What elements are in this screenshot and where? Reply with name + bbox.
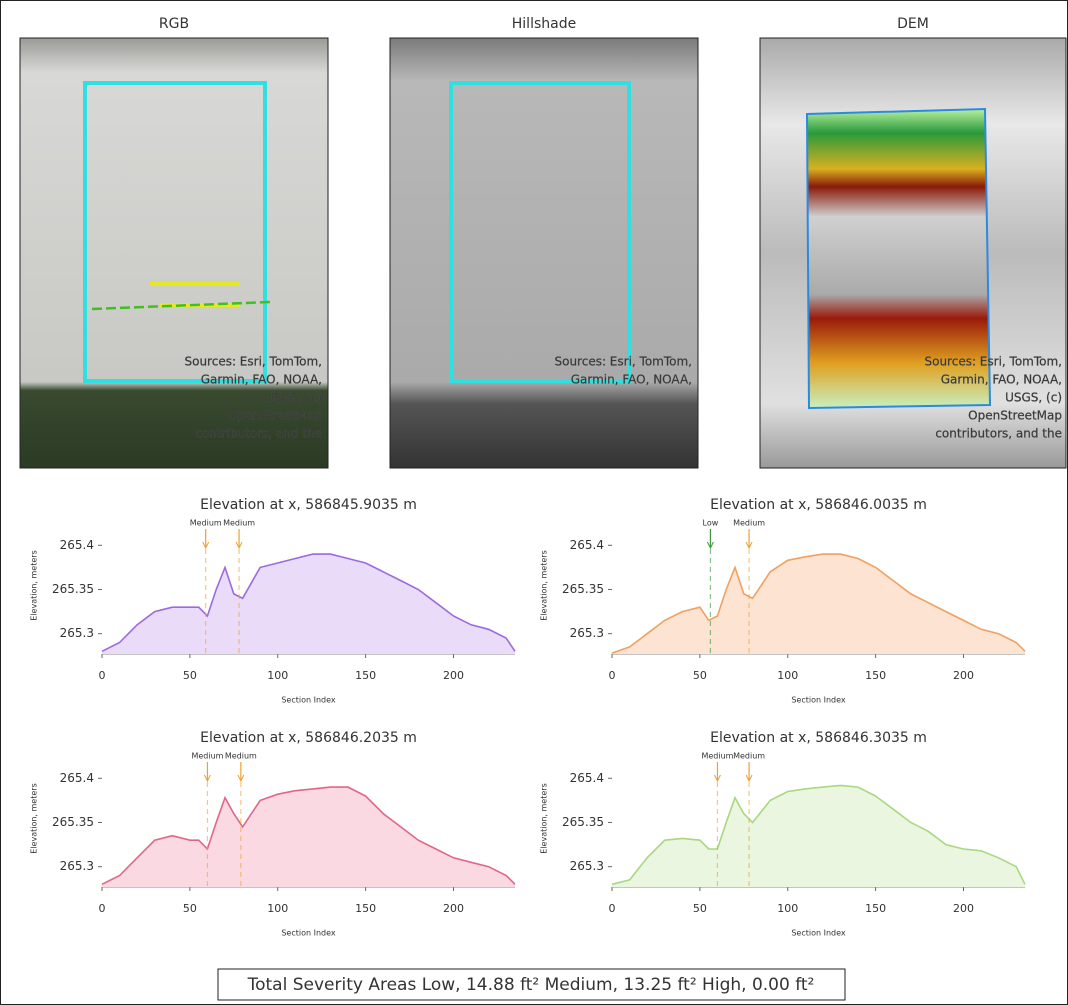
y-tick-label: 265.35 [562, 815, 604, 829]
x-tick-label: 50 [183, 902, 197, 915]
y-tick-label: 265.35 [52, 582, 94, 596]
x-tick-label: 150 [355, 669, 376, 682]
panel-title: RGB [159, 16, 189, 32]
y-tick-label: 265.3 [570, 859, 604, 873]
attribution: Garmin, FAO, NOAA, [201, 373, 322, 387]
y-tick-label: 265.4 [60, 538, 94, 552]
hillshade-image [389, 37, 699, 469]
marker-arrowhead [706, 541, 714, 550]
rgb-image [19, 37, 329, 469]
marker-arrowhead [203, 774, 211, 783]
x-tick-label: 50 [693, 669, 707, 682]
x-axis-label: Section Index [791, 929, 846, 938]
attribution: OpenStreetMap [228, 409, 322, 423]
y-tick-label: 265.3 [570, 626, 604, 640]
attribution: Garmin, FAO, NOAA, [941, 373, 1062, 387]
y-tick-label: 265.35 [562, 582, 604, 596]
x-tick-label: 0 [609, 669, 616, 682]
x-tick-label: 50 [183, 669, 197, 682]
marker-arrowhead [235, 541, 243, 550]
dem-image [759, 37, 1067, 469]
y-axis-label: Elevation, meters [540, 783, 549, 853]
attribution: USGS, (c) [265, 391, 322, 405]
attribution: USGS, (c) [1005, 391, 1062, 405]
y-axis-label: Elevation, meters [30, 783, 39, 853]
marker-label: Medium [733, 752, 765, 761]
marker-label: Low [703, 519, 719, 528]
area-fill [102, 787, 515, 887]
marker-label: Medium [733, 519, 765, 528]
chart-title: Elevation at x, 586846.3035 m [710, 730, 927, 746]
y-tick-label: 265.4 [570, 538, 604, 552]
attribution: Sources: Esri, TomTom, [924, 355, 1062, 369]
y-tick-label: 265.35 [52, 815, 94, 829]
marker-label: Medium [191, 752, 223, 761]
line [611, 553, 1026, 654]
area-fill [612, 785, 1025, 887]
x-tick-label: 100 [267, 669, 288, 682]
marker-label: Medium [225, 752, 257, 761]
x-tick-label: 150 [865, 902, 886, 915]
x-tick-label: 50 [693, 902, 707, 915]
chart-title: Elevation at x, 586846.0035 m [710, 497, 927, 513]
line [611, 784, 1026, 886]
area-fill [102, 554, 515, 654]
x-tick-label: 150 [865, 669, 886, 682]
marker-label: Medium [190, 519, 222, 528]
attribution: contributors, and the [195, 427, 322, 441]
marker-label: Medium [223, 519, 255, 528]
x-tick-label: 0 [99, 669, 106, 682]
marker-arrowhead [202, 541, 210, 550]
x-tick-label: 0 [99, 902, 106, 915]
attribution: OpenStreetMap [968, 409, 1062, 423]
area-fill [612, 554, 1025, 654]
x-axis-label: Section Index [281, 929, 336, 938]
marker-arrowhead [237, 774, 245, 783]
attribution: contributors, and the [935, 427, 1062, 441]
x-tick-label: 100 [777, 902, 798, 915]
x-tick-label: 200 [953, 902, 974, 915]
panel-title: Hillshade [512, 16, 576, 32]
marker-arrowhead [745, 541, 753, 550]
x-tick-label: 150 [355, 902, 376, 915]
x-tick-label: 100 [777, 669, 798, 682]
attribution: Sources: Esri, TomTom, [554, 355, 692, 369]
attribution: Garmin, FAO, NOAA, [571, 373, 692, 387]
y-axis-label: Elevation, meters [30, 550, 39, 620]
line [101, 786, 516, 886]
x-tick-label: 200 [443, 669, 464, 682]
footer-text: Total Severity Areas Low, 14.88 ft² Medi… [247, 975, 815, 995]
attribution: Sources: Esri, TomTom, [184, 355, 322, 369]
chart-title: Elevation at x, 586846.2035 m [200, 730, 417, 746]
y-tick-label: 265.4 [60, 771, 94, 785]
x-tick-label: 100 [267, 902, 288, 915]
x-axis-label: Section Index [791, 696, 846, 705]
line [101, 553, 516, 653]
chart-title: Elevation at x, 586845.9035 m [200, 497, 417, 513]
x-tick-label: 0 [609, 902, 616, 915]
y-tick-label: 265.3 [60, 626, 94, 640]
y-tick-label: 265.4 [570, 771, 604, 785]
marker-arrowhead [745, 774, 753, 783]
y-tick-label: 265.3 [60, 859, 94, 873]
marker-label: Medium [701, 752, 733, 761]
y-axis-label: Elevation, meters [540, 550, 549, 620]
footer-box [217, 968, 846, 1001]
marker-arrowhead [713, 774, 721, 783]
x-axis-label: Section Index [281, 696, 336, 705]
panel-title: DEM [897, 16, 929, 32]
x-tick-label: 200 [953, 669, 974, 682]
x-tick-label: 200 [443, 902, 464, 915]
